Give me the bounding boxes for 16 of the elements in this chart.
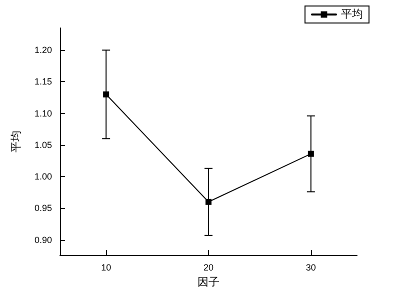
x-tick-label: 20 — [203, 262, 214, 272]
x-tick-label: 30 — [306, 262, 316, 272]
point — [103, 91, 110, 98]
y-tick-label: 1.00 — [34, 172, 52, 182]
point — [206, 198, 212, 205]
y-tick-label: 0.90 — [34, 234, 52, 245]
x-axis-title: 因子 — [198, 276, 220, 288]
y-tick-label: 1.10 — [34, 108, 52, 118]
legend-label: 平均 — [341, 8, 363, 20]
x-tick-label: 10 — [101, 262, 112, 272]
y-tick-label: 1.15 — [34, 76, 52, 87]
y-tick-label: 0.95 — [34, 203, 52, 214]
point — [308, 150, 314, 157]
y-axis-title: 平均 — [10, 130, 22, 152]
y-tick-label: 1.05 — [34, 140, 52, 150]
y-tick-label: 1.20 — [34, 45, 52, 56]
